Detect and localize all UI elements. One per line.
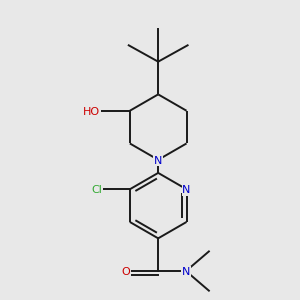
Text: N: N (182, 185, 191, 195)
Text: O: O (122, 267, 130, 277)
Text: Cl: Cl (91, 185, 102, 195)
Text: HO: HO (83, 107, 100, 117)
Text: N: N (182, 267, 190, 277)
Text: N: N (154, 156, 162, 166)
